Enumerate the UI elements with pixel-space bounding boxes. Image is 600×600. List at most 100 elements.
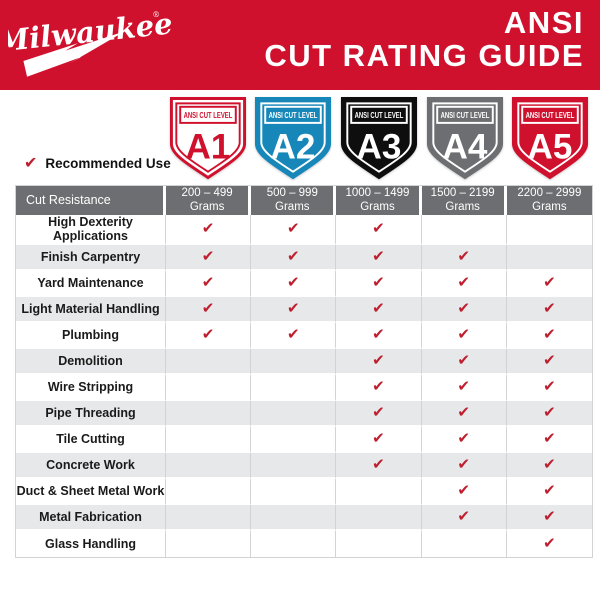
- rating-cell-a1: ✔: [166, 297, 252, 323]
- table-header-row: Cut Resistance 200 – 499 Grams 500 – 999 Gra…: [16, 186, 592, 215]
- check-icon: ✔: [457, 455, 470, 473]
- check-icon: ✔: [24, 153, 38, 172]
- table-row: Plumbing ✔ ✔ ✔ ✔ ✔: [16, 323, 592, 349]
- cut-level-badge-a5: ANSI CUT LEVEL A5: [507, 96, 593, 182]
- rating-cell-a3: ✔: [336, 297, 422, 323]
- check-icon: ✔: [372, 273, 385, 291]
- check-icon: ✔: [286, 273, 300, 291]
- check-icon: ✔: [372, 403, 385, 421]
- column-header-a4: 1500 – 2199 Grams: [421, 186, 507, 215]
- rating-cell-a3: [336, 505, 422, 531]
- check-icon: ✔: [457, 273, 470, 291]
- grams-unit: Grams: [360, 200, 395, 213]
- rating-cell-a3: ✔: [336, 215, 422, 245]
- table-row: Duct & Sheet Metal Work ✔ ✔: [16, 479, 592, 505]
- badge-level-label: A4: [442, 127, 487, 166]
- cut-level-badge-a4: ANSI CUT LEVEL A4: [422, 96, 508, 182]
- rating-cell-a5: ✔: [506, 479, 592, 505]
- table-row: Wire Stripping ✔ ✔ ✔: [16, 375, 592, 401]
- rating-cell-a2: ✔: [251, 215, 337, 245]
- check-icon: ✔: [457, 351, 470, 369]
- rating-cell-a5: ✔: [506, 375, 592, 401]
- check-icon: ✔: [372, 377, 385, 395]
- recommended-use-legend: ✔ Recommended Use: [24, 155, 171, 171]
- badge-tag-label: ANSI CUT LEVEL: [440, 111, 489, 120]
- rating-cell-a4: ✔: [421, 245, 507, 271]
- rating-cell-a2: [251, 531, 337, 557]
- rating-cell-a4: ✔: [421, 297, 507, 323]
- check-icon: ✔: [543, 351, 556, 369]
- grams-range: 500 – 999: [266, 186, 318, 199]
- lightning-bolt-icon: [23, 31, 125, 77]
- rating-cell-a5: ✔: [506, 453, 592, 479]
- badge-level-label: A3: [357, 127, 402, 166]
- rating-cell-a4: ✔: [421, 323, 507, 349]
- shield-icon: ANSI CUT LEVEL A1: [169, 97, 246, 180]
- rating-cell-a2: [251, 479, 337, 505]
- table-row: Yard Maintenance ✔ ✔ ✔ ✔ ✔: [16, 271, 592, 297]
- check-icon: ✔: [543, 481, 556, 499]
- application-label: Yard Maintenance: [16, 271, 166, 297]
- check-icon: ✔: [201, 325, 215, 343]
- milwaukee-logo: Milwaukee ®: [8, 6, 173, 77]
- rating-cell-a4: ✔: [421, 427, 507, 453]
- check-icon: ✔: [543, 403, 556, 421]
- rating-cell-a4: ✔: [421, 479, 507, 505]
- rating-cell-a1: [166, 427, 252, 453]
- rating-cell-a1: [166, 479, 252, 505]
- check-icon: ✔: [457, 429, 470, 447]
- rating-cell-a2: [251, 453, 337, 479]
- check-icon: ✔: [372, 351, 385, 369]
- column-header-a5: 2200 – 2999 Grams: [506, 186, 592, 215]
- application-label: Pipe Threading: [16, 401, 166, 427]
- rating-cell-a2: ✔: [251, 323, 337, 349]
- application-label: Metal Fabrication: [16, 505, 166, 531]
- check-icon: ✔: [372, 325, 385, 343]
- application-label: Duct & Sheet Metal Work: [16, 479, 166, 505]
- application-label: High Dexterity Applications: [16, 215, 166, 245]
- rating-cell-a4: ✔: [421, 375, 507, 401]
- grams-range: 2200 – 2999: [517, 186, 582, 199]
- cut-level-badge-a1: ANSI CUT LEVEL A1: [165, 96, 251, 182]
- cut-level-badge-a2: ANSI CUT LEVEL A2: [251, 96, 337, 182]
- check-icon: ✔: [372, 299, 385, 317]
- registered-mark: ®: [153, 10, 160, 20]
- rating-cell-a2: [251, 375, 337, 401]
- rating-cell-a5: ✔: [506, 401, 592, 427]
- rating-cell-a5: ✔: [506, 271, 592, 297]
- corner-header-cut-resistance: Cut Resistance: [16, 186, 166, 215]
- check-icon: ✔: [543, 377, 556, 395]
- rating-cell-a5: ✔: [506, 427, 592, 453]
- check-icon: ✔: [543, 455, 556, 473]
- rating-cell-a1: [166, 349, 252, 375]
- rating-cell-a1: [166, 375, 252, 401]
- rating-cell-a2: [251, 349, 337, 375]
- rating-cell-a3: ✔: [336, 401, 422, 427]
- rating-cell-a2: ✔: [251, 297, 337, 323]
- rating-cell-a3: ✔: [336, 375, 422, 401]
- rating-cell-a4: ✔: [421, 349, 507, 375]
- rating-cell-a2: [251, 401, 337, 427]
- shield-icon: ANSI CUT LEVEL A5: [512, 97, 589, 180]
- rating-cell-a1: [166, 531, 252, 557]
- check-icon: ✔: [457, 299, 470, 317]
- rating-cell-a2: ✔: [251, 245, 337, 271]
- check-icon: ✔: [201, 299, 215, 317]
- rating-cell-a5: ✔: [506, 349, 592, 375]
- check-icon: ✔: [286, 247, 300, 265]
- rating-cell-a4: ✔: [421, 505, 507, 531]
- check-icon: ✔: [286, 325, 300, 343]
- grams-unit: Grams: [532, 200, 567, 213]
- column-header-a2: 500 – 999 Grams: [251, 186, 337, 215]
- header-banner: Milwaukee ® ANSI CUT RATING GUIDE: [0, 0, 600, 90]
- table-row: Glass Handling ✔: [16, 531, 592, 557]
- table-row: Metal Fabrication ✔ ✔: [16, 505, 592, 531]
- application-label: Finish Carpentry: [16, 245, 166, 271]
- rating-cell-a2: ✔: [251, 271, 337, 297]
- rating-cell-a1: ✔: [166, 215, 252, 245]
- rating-cell-a4: [421, 215, 507, 245]
- check-icon: ✔: [201, 219, 215, 237]
- table-row: Concrete Work ✔ ✔ ✔: [16, 453, 592, 479]
- badge-level-label: A2: [271, 127, 316, 166]
